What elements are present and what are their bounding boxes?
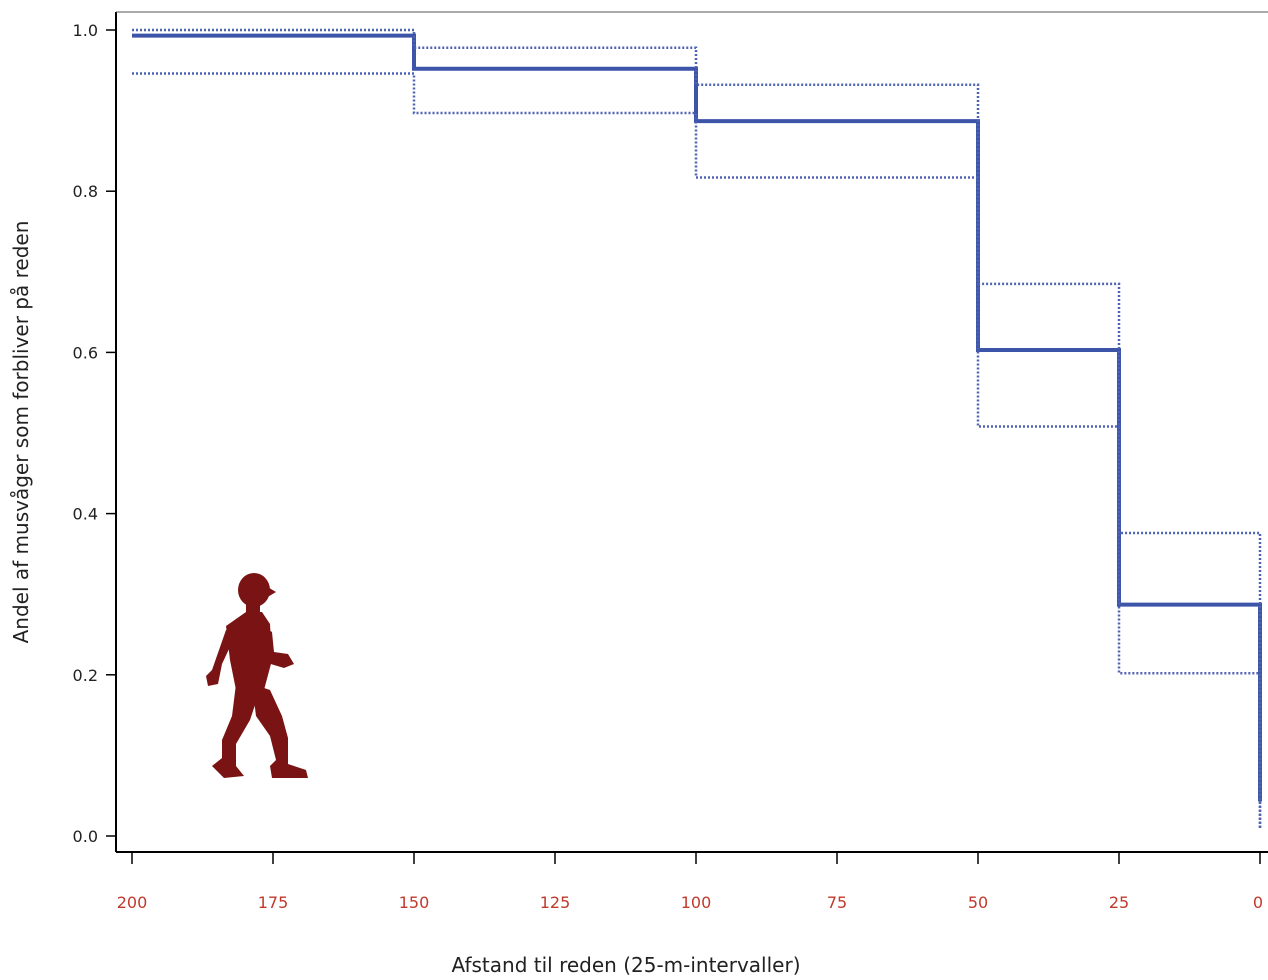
y-tick-label: 0.2 (73, 666, 98, 685)
y-tick-label: 0.4 (73, 505, 98, 524)
x-tick-label: 175 (258, 893, 289, 912)
x-tick-label: 0 (1253, 893, 1263, 912)
series-group (132, 28, 1262, 828)
y-axis-label: Andel af musvåger som forbliver på reden (9, 221, 33, 644)
y-tick-label: 0.8 (73, 182, 98, 201)
y-tick-label: 0.0 (73, 827, 98, 846)
walking-person-icon (206, 573, 308, 778)
y-tick-label: 0.6 (73, 343, 98, 362)
x-tick-label: 25 (1109, 893, 1129, 912)
series-line-upper (132, 28, 1262, 828)
x-tick-label: 200 (117, 893, 148, 912)
x-tick-label: 100 (681, 893, 712, 912)
x-tick-label: 125 (540, 893, 571, 912)
x-tick-label: 150 (399, 893, 430, 912)
y-tick-label: 1.0 (73, 21, 98, 40)
y-ticks: 0.0 0.2 0.4 0.6 0.8 1.0 (73, 21, 116, 846)
x-axis-label: Afstand til reden (25-m-intervaller) (452, 953, 801, 977)
x-tick-label: 75 (827, 893, 847, 912)
x-ticks: 200 175 150 125 100 75 50 25 0 (117, 852, 1263, 912)
x-tick-label: 50 (968, 893, 988, 912)
series-line-lower (132, 72, 1262, 828)
